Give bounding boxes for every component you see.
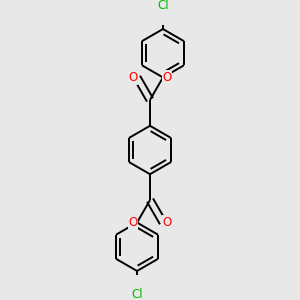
Text: Cl: Cl [131, 288, 143, 300]
Text: O: O [128, 71, 137, 84]
Text: Cl: Cl [157, 0, 169, 12]
Text: O: O [163, 71, 172, 84]
Text: O: O [128, 216, 137, 229]
Text: O: O [163, 216, 172, 229]
